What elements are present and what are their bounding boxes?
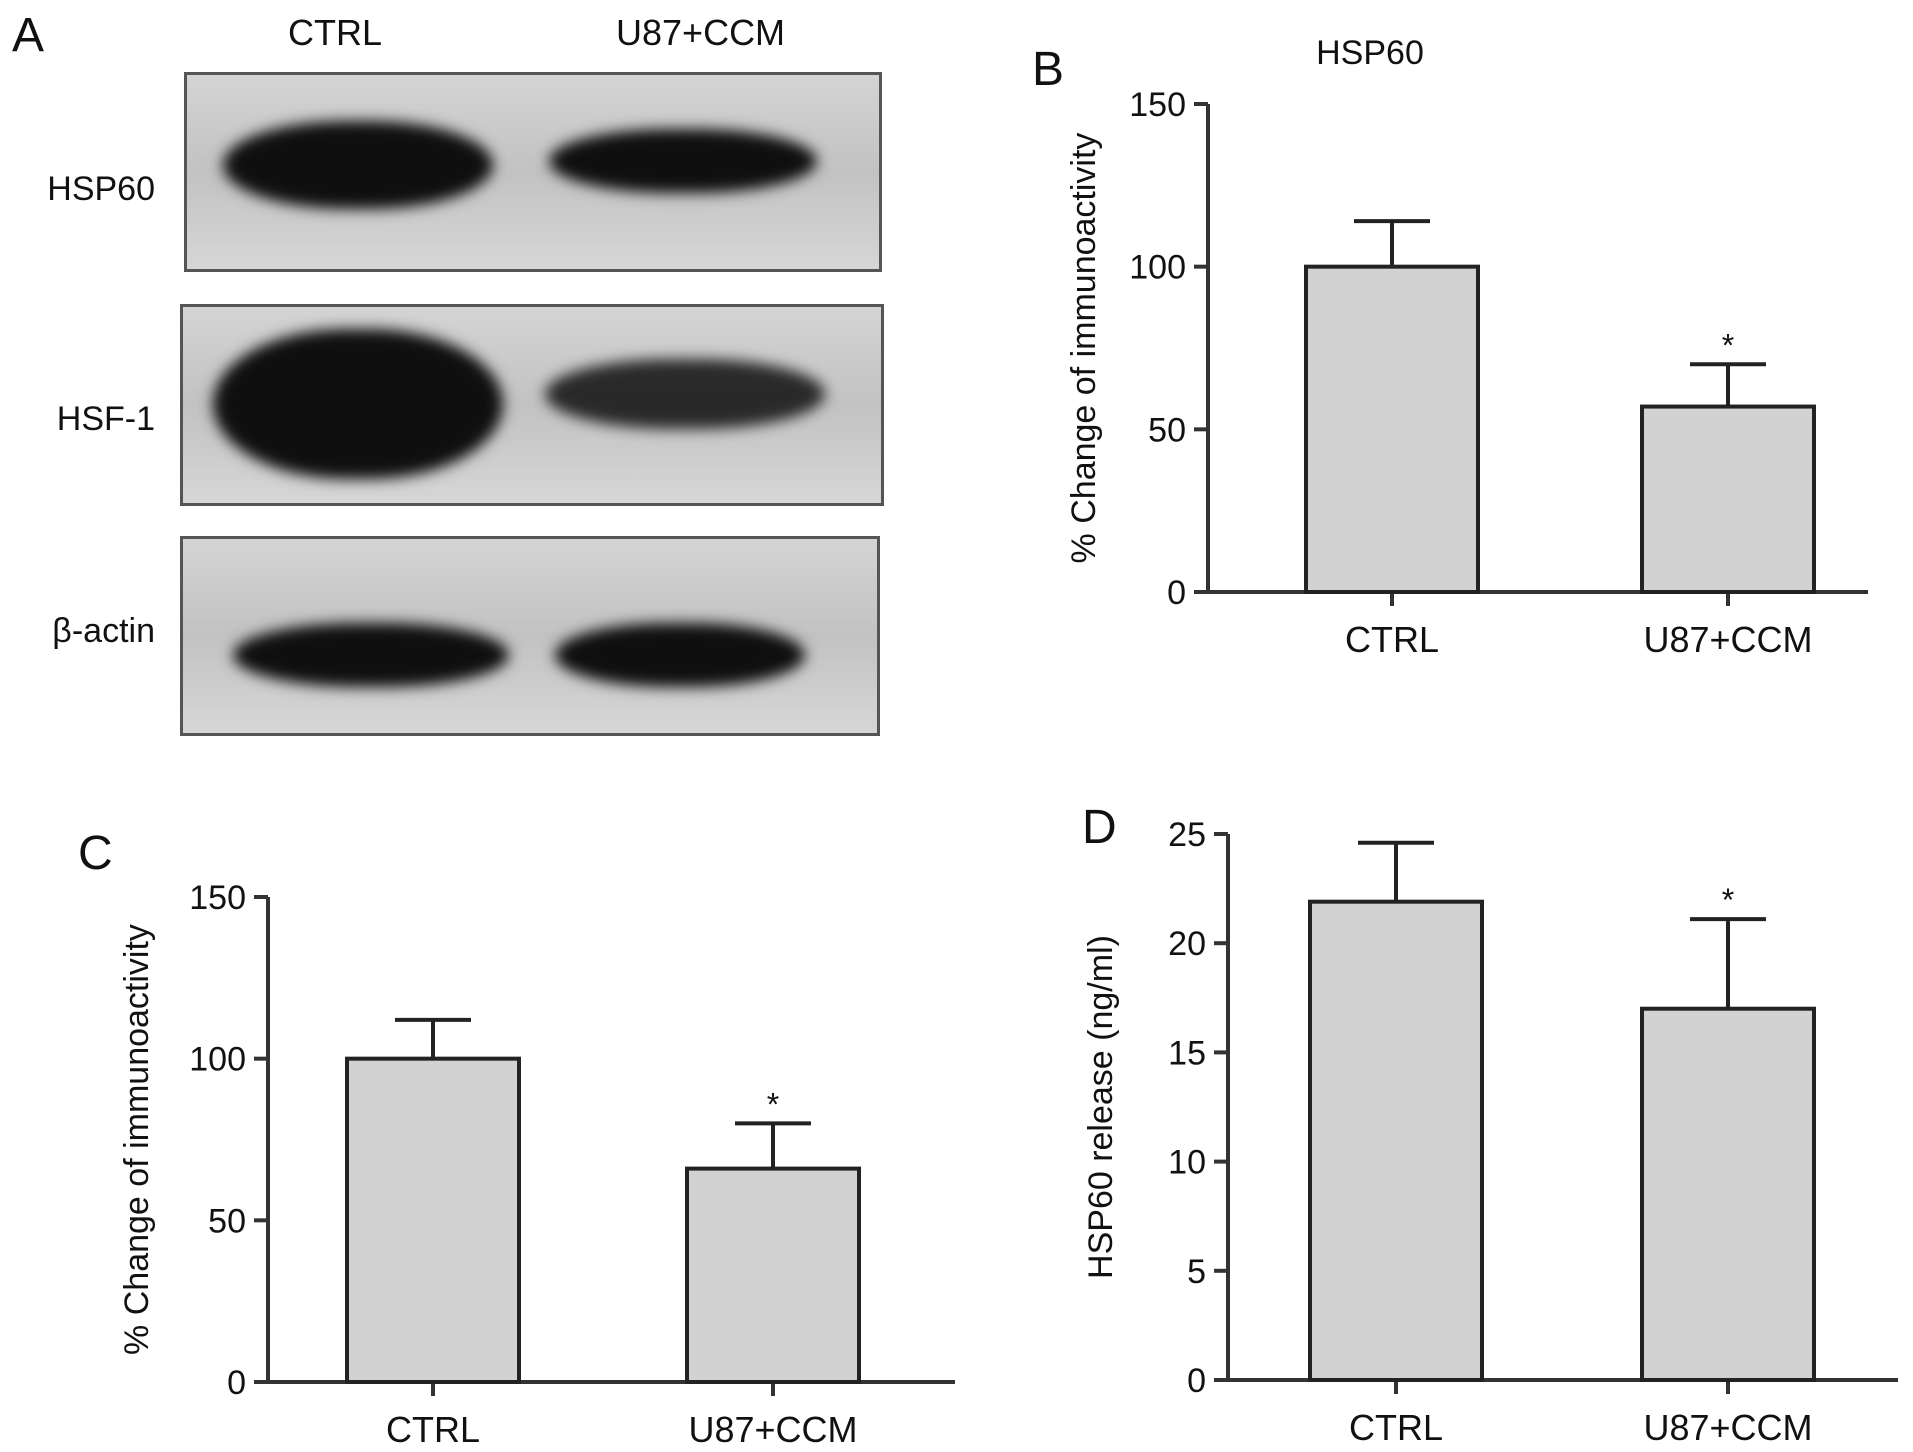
panel-a-letter: A [12,9,45,62]
y-axis-title-c: % Change of immunoactivity [118,924,156,1355]
x-category-label-c-ctrl: CTRL [386,1409,480,1450]
y-tick-label-d: 5 [1187,1253,1206,1291]
blot-lane-label-u87-ccm: U87+CCM [616,12,786,53]
y-tick-label-b: 100 [1129,249,1186,287]
blot-row-label-hsf1: HSF-1 [56,400,155,438]
blot-strip-hsp60 [184,72,882,272]
x-category-label-b-ctrl: CTRL [1345,619,1439,660]
blot-band-beta-actin-u87-ccm [555,623,805,687]
blot-strip-hsf1 [180,304,884,506]
y-tick-label-c: 0 [227,1364,246,1402]
bar-d-ctrl [1308,899,1484,1382]
bar-b-ctrl [1304,264,1480,594]
y-tick-label-b: 0 [1167,574,1186,612]
blot-row-label-beta-actin: β-actin [52,612,155,650]
y-tick-label-d: 25 [1168,816,1206,854]
bar-d-u87-ccm [1640,1006,1816,1382]
y-tick-label-c: 150 [189,879,246,917]
blot-band-hsp60-u87-ccm [549,129,817,193]
significance-mark-c-u87-ccm: * [767,1086,779,1122]
panel-b-letter: B [1032,43,1065,96]
y-tick-label-d: 10 [1168,1144,1206,1182]
y-tick-label-d: 20 [1168,925,1206,963]
blot-band-hsf1-u87-ccm [545,359,825,429]
blot-band-hsp60-ctrl [223,121,493,209]
chart-title-b: HSP60 [1316,34,1424,72]
blot-band-beta-actin-ctrl [233,623,509,687]
significance-mark-d-u87-ccm: * [1722,882,1734,918]
y-tick-label-b: 150 [1129,86,1186,124]
bar-c-ctrl [345,1056,521,1384]
panel-c-letter: C [78,827,113,880]
significance-mark-b-u87-ccm: * [1722,327,1734,363]
y-tick-label-c: 50 [208,1202,246,1240]
bar-c-u87-ccm [685,1166,861,1384]
y-axis-title-b: % Change of immunoactivity [1065,133,1103,564]
x-category-label-d-ctrl: CTRL [1349,1407,1443,1448]
blot-row-label-hsp60: HSP60 [47,170,155,208]
blot-band-hsf1-ctrl [213,329,503,479]
y-tick-label-b: 50 [1148,411,1186,449]
bar-b-u87-ccm [1640,404,1816,594]
blot-lane-label-ctrl: CTRL [288,12,383,53]
x-category-label-d-u87-ccm: U87+CCM [1643,1407,1812,1448]
x-category-label-c-u87-ccm: U87+CCM [688,1409,857,1450]
y-tick-label-d: 15 [1168,1034,1206,1072]
blot-strip-beta-actin [180,536,880,736]
x-category-label-b-u87-ccm: U87+CCM [1643,619,1812,660]
y-tick-label-c: 100 [189,1041,246,1079]
y-tick-label-d: 0 [1187,1362,1206,1400]
panel-d-letter: D [1082,801,1117,854]
y-axis-title-d: HSP60 release (ng/ml) [1082,935,1120,1279]
